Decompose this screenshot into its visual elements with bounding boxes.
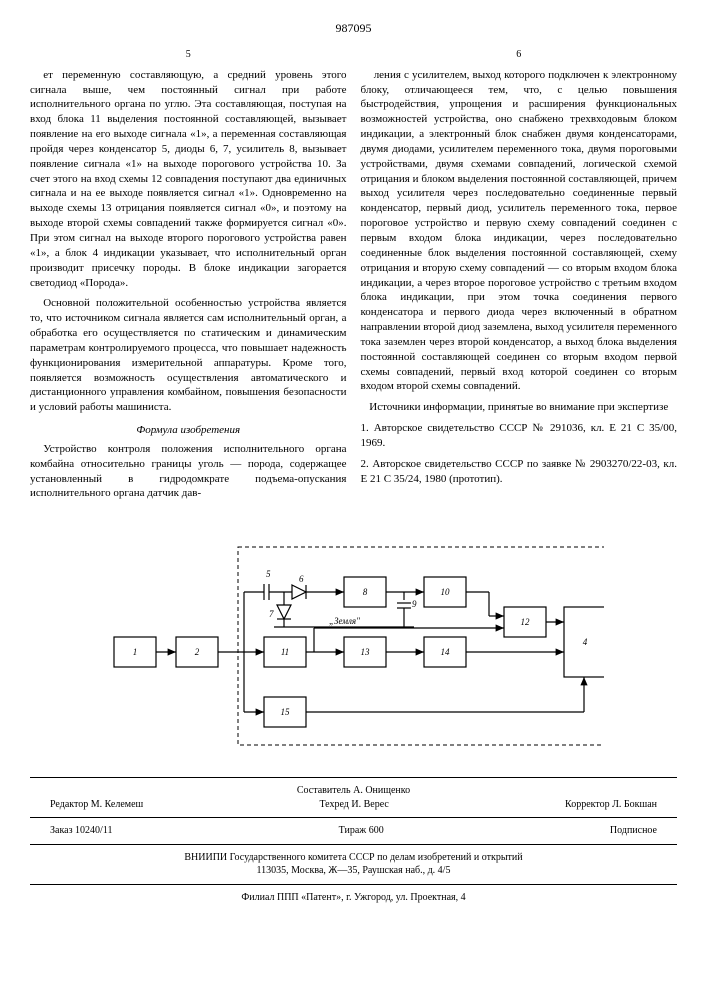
block-diagram: 31281011131415124567„Земля"9 bbox=[104, 527, 604, 757]
address1: 113035, Москва, Ж—35, Раушская наб., д. … bbox=[30, 864, 677, 878]
svg-text:15: 15 bbox=[280, 707, 290, 717]
source-1: 1. Авторское свидетельство СССР № 291036… bbox=[361, 421, 678, 451]
left-col-num: 5 bbox=[30, 48, 347, 62]
footer-row-1: Редактор М. Келемеш Техред И. Верес Корр… bbox=[30, 798, 677, 812]
footer-rule-3 bbox=[30, 844, 677, 845]
text-columns: 5 ет переменную составляющую, а средний … bbox=[30, 48, 677, 507]
patent-number: 987095 bbox=[30, 20, 677, 36]
tirazh: Тираж 600 bbox=[339, 824, 384, 838]
left-column: 5 ет переменную составляющую, а средний … bbox=[30, 48, 347, 507]
sources-heading: Источники информации, принятые во вниман… bbox=[361, 400, 678, 415]
right-column: 6 ления с усилителем, выход которого под… bbox=[361, 48, 678, 507]
svg-text:12: 12 bbox=[520, 617, 530, 627]
footer-rule-1 bbox=[30, 777, 677, 778]
left-para3: Устройство контроля положения исполнител… bbox=[30, 442, 347, 501]
corrector: Корректор Л. Бокшан bbox=[565, 798, 657, 812]
compiler-line: Составитель А. Онищенко bbox=[30, 784, 677, 798]
footer-rule-4 bbox=[30, 884, 677, 885]
footer-row-2: Заказ 10240/11 Тираж 600 Подписное bbox=[30, 824, 677, 838]
svg-text:4: 4 bbox=[582, 637, 587, 647]
svg-text:9: 9 bbox=[412, 599, 417, 609]
footer: Составитель А. Онищенко Редактор М. Келе… bbox=[30, 777, 677, 904]
order-num: Заказ 10240/11 bbox=[50, 824, 112, 838]
tech-editor: Техред И. Верес bbox=[319, 798, 388, 812]
right-col-num: 6 bbox=[361, 48, 678, 62]
svg-text:7: 7 bbox=[269, 609, 274, 619]
formula-heading: Формула изобретения bbox=[30, 423, 347, 438]
left-para1: ет переменную составляющую, а средний ур… bbox=[30, 68, 347, 291]
svg-text:8: 8 bbox=[362, 587, 367, 597]
left-para2: Основной положительной особенностью устр… bbox=[30, 296, 347, 415]
org-line: ВНИИПИ Государственного комитета СССР по… bbox=[30, 851, 677, 865]
svg-text:5: 5 bbox=[266, 569, 271, 579]
svg-text:2: 2 bbox=[194, 647, 199, 657]
svg-text:11: 11 bbox=[280, 647, 288, 657]
footer-rule-2 bbox=[30, 817, 677, 818]
svg-text:1: 1 bbox=[132, 647, 137, 657]
svg-text:„Земля": „Земля" bbox=[329, 616, 360, 626]
svg-text:13: 13 bbox=[360, 647, 370, 657]
editor: Редактор М. Келемеш bbox=[50, 798, 143, 812]
address2: Филиал ППП «Патент», г. Ужгород, ул. Про… bbox=[30, 891, 677, 905]
svg-text:14: 14 bbox=[440, 647, 450, 657]
subscribed: Подписное bbox=[610, 824, 657, 838]
svg-text:10: 10 bbox=[440, 587, 450, 597]
source-2: 2. Авторское свидетельство СССР по заявк… bbox=[361, 457, 678, 487]
right-para1: ления с усилителем, выход которого подкл… bbox=[361, 68, 678, 395]
svg-text:6: 6 bbox=[299, 574, 304, 584]
